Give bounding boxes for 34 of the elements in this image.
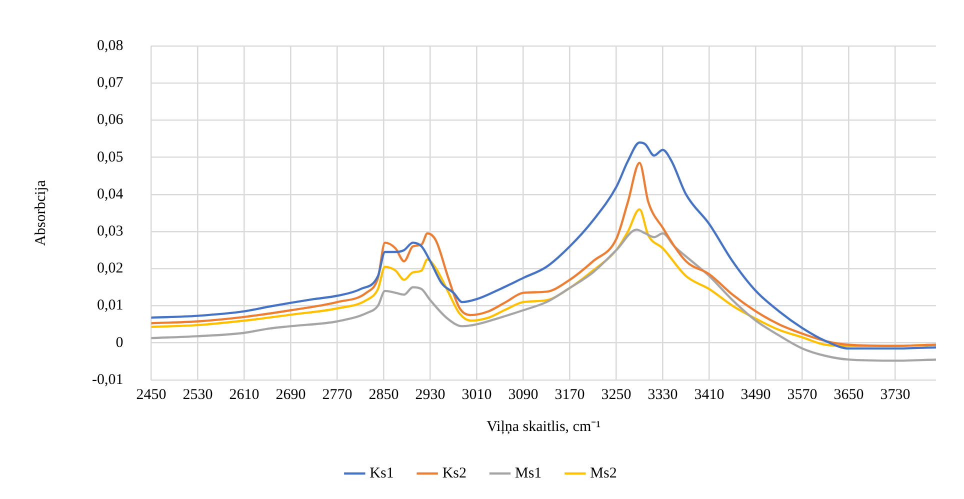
x-tick-label: 3330	[648, 386, 678, 403]
legend-label: Ms2	[590, 465, 617, 482]
y-tick-label: 0,08	[96, 38, 124, 54]
y-tick-label: 0,06	[96, 112, 124, 128]
legend-label: Ks2	[442, 465, 466, 482]
line-series	[151, 228, 936, 362]
y-tick-label: 0,02	[96, 260, 124, 277]
x-tick-label: 3650	[834, 386, 864, 403]
x-tick-label: 2930	[415, 386, 446, 403]
x-tick-label: 2530	[182, 386, 213, 403]
legend-label: Ks1	[370, 465, 394, 482]
x-tick-label: 3730	[880, 386, 910, 403]
y-tick-label: 0,05	[96, 149, 124, 166]
y-tick-label: 0,07	[96, 75, 124, 92]
y-tick-label: 0,03	[96, 223, 124, 240]
x-tick-label: 3570	[787, 386, 818, 403]
y-axis-title: Absorbcija	[32, 180, 49, 246]
x-tick-label: 3170	[554, 386, 585, 403]
x-tick-label: 2850	[368, 386, 399, 403]
y-tick-label: -0,01	[92, 372, 124, 388]
y-tick-label: 0,01	[96, 298, 124, 314]
x-tick-label: 2690	[276, 386, 306, 403]
x-axis-title: Viļņa skaitlis, cm⁻¹	[486, 418, 601, 435]
x-tick-label: 2450	[136, 386, 166, 403]
x-tick-label: 2770	[322, 386, 352, 403]
x-tick-label: 3410	[694, 386, 724, 403]
y-tick-label: 0	[116, 334, 124, 351]
legend-label: Ms1	[514, 465, 542, 482]
x-tick-label: 3250	[601, 386, 632, 403]
x-tick-label: 3010	[462, 386, 492, 403]
y-tick-label: 0,04	[96, 186, 124, 202]
x-tick-label: 2610	[229, 386, 260, 403]
x-tick-label: 3090	[508, 386, 538, 403]
x-tick-label: 3490	[740, 386, 771, 403]
